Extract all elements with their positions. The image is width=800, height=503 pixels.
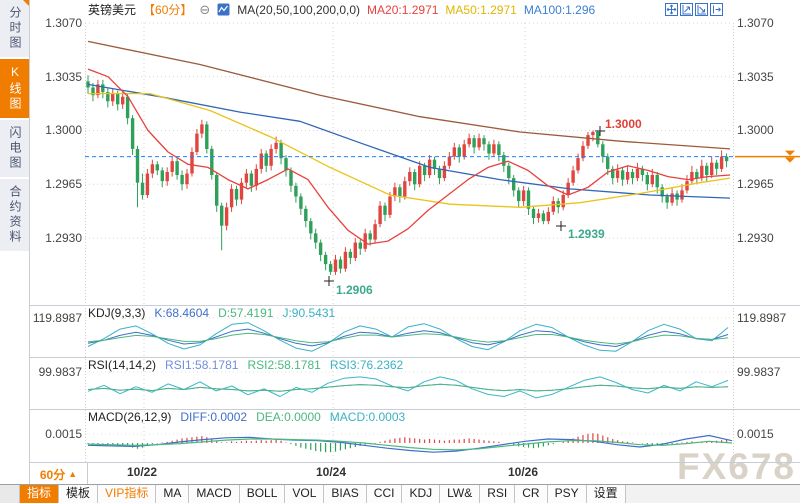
date-label: 10/24: [316, 465, 347, 479]
sidebar-notch: [23, 0, 29, 6]
toolbar-stub: [0, 485, 20, 503]
price-tick-right: 1.2930: [737, 231, 774, 245]
toolbar-tab-15[interactable]: 设置: [586, 485, 626, 503]
kdj-title: KDJ(9,3,3): [88, 306, 146, 320]
ma20-value: MA20:1.2971: [367, 2, 439, 17]
date-label: 10/26: [508, 465, 539, 479]
rsi3-value: RSI3:76.2362: [329, 358, 404, 372]
time-axis-row: 60分 ▲: [30, 462, 800, 486]
symbol-title: 英镑美元: [88, 3, 137, 17]
kdj-panel-header: KDJ(9,3,3) K:68.4604 D:57.4191 J:90.5431: [88, 306, 335, 320]
watermark: FX678: [676, 446, 796, 487]
kdj-scale-right: 119.8987: [737, 311, 787, 325]
price-annotation: 1.3000: [605, 117, 642, 131]
toolbar-tab-10[interactable]: KDJ: [402, 485, 441, 503]
macd-dea-value: DEA:0.0000: [256, 410, 321, 424]
toolbar-tab-3[interactable]: VIP指标: [98, 485, 157, 503]
toolbar-tab-1[interactable]: 指标: [20, 485, 60, 503]
price-tick-left: 1.2965: [45, 177, 82, 191]
period-selector-label: 60分: [39, 467, 66, 482]
macd-scale-right: 0.0015: [737, 427, 774, 441]
header-tools: [665, 3, 723, 16]
sidebar-item-3[interactable]: 闪电图: [0, 120, 29, 177]
sidebar-item-1[interactable]: 分时图: [0, 0, 29, 57]
price-tick-right: 1.3070: [737, 16, 774, 30]
macd-macd-value: MACD:0.0003: [329, 410, 406, 424]
rsi-scale-left: 99.9837: [38, 365, 82, 379]
macd-diff-value: DIFF:0.0002: [180, 410, 248, 424]
ma-settings-label: MA(20,50,100,200,0,0): [237, 2, 361, 17]
zoom-in-axis-icon[interactable]: [680, 3, 693, 16]
go-to-latest-icon[interactable]: [710, 3, 723, 16]
collapse-icon[interactable]: ⊖: [199, 2, 211, 17]
ma50-value: MA50:1.2971: [445, 2, 517, 17]
price-tick-left: 1.3070: [45, 16, 82, 30]
chart-plot-area[interactable]: [85, 20, 733, 305]
indicator-toolbar: 指标 模板 VIP指标 MA MACD BOLL VOL BIAS CCI KDJ LW& RSI CR…: [0, 484, 800, 503]
sidebar: 分时图 K线图 闪电图 合约资料: [0, 0, 30, 503]
toolbar-tab-7[interactable]: VOL: [285, 485, 325, 503]
toolbar-tab-12[interactable]: RSI: [480, 485, 516, 503]
price-tick-right: 1.3000: [737, 123, 774, 137]
toolbar-tab-5[interactable]: MACD: [189, 485, 240, 503]
period-selector[interactable]: 60分 ▲: [30, 463, 88, 485]
rsi-scale-right: 99.9837: [737, 365, 781, 379]
price-tick-left: 1.3035: [45, 70, 82, 84]
price-tick-left: 1.2930: [45, 231, 82, 245]
pan-move-icon[interactable]: [665, 3, 678, 16]
toolbar-tab-2[interactable]: 模板: [59, 485, 99, 503]
rsi-panel-header: RSI(14,14,2) RSI1:58.1781 RSI2:58.1781 R…: [88, 358, 403, 372]
toolbar-tab-9[interactable]: CCI: [366, 485, 403, 503]
price-tick-right: 1.2965: [737, 177, 774, 191]
kdj-d-value: D:57.4191: [218, 306, 274, 320]
price-annotation: 1.2939: [568, 227, 605, 241]
triangle-up-icon: ▲: [68, 469, 78, 479]
toolbar-tab-8[interactable]: BIAS: [324, 485, 367, 503]
kdj-scale-left: 119.8987: [32, 311, 82, 325]
macd-title: MACD(26,12,9): [88, 410, 172, 424]
chart-header: 英镑美元 【60分】 ⊖ MA(20,50,100,200,0,0) MA20:…: [88, 1, 595, 18]
kdj-j-value: J:90.5431: [282, 306, 336, 320]
rsi2-value: RSI2:58.1781: [247, 358, 321, 372]
sidebar-item-2[interactable]: K线图: [0, 59, 29, 118]
rsi1-value: RSI1:58.1781: [165, 358, 239, 372]
macd-scale-left: 0.0015: [45, 427, 82, 441]
zoom-out-axis-icon[interactable]: [695, 3, 708, 16]
ma100-value: MA100:1.296: [523, 2, 596, 17]
sidebar-item-4[interactable]: 合约资料: [0, 179, 29, 251]
chart-type-icon[interactable]: [217, 3, 230, 16]
kdj-k-value: K:68.4604: [154, 306, 210, 320]
price-annotation: 1.2906: [336, 283, 373, 297]
toolbar-tab-14[interactable]: PSY: [547, 485, 587, 503]
toolbar-tab-13[interactable]: CR: [515, 485, 548, 503]
price-tick-right: 1.3035: [737, 70, 774, 84]
period-title: 【60分】: [143, 3, 193, 17]
toolbar-tab-4[interactable]: MA: [156, 485, 190, 503]
macd-panel-header: MACD(26,12,9) DIFF:0.0002 DEA:0.0000 MAC…: [88, 410, 405, 424]
price-tick-left: 1.3000: [45, 123, 82, 137]
toolbar-tab-6[interactable]: BOLL: [239, 485, 286, 503]
rsi-title: RSI(14,14,2): [88, 358, 157, 372]
date-label: 10/22: [127, 465, 158, 479]
toolbar-tab-11[interactable]: LW&: [440, 485, 481, 503]
